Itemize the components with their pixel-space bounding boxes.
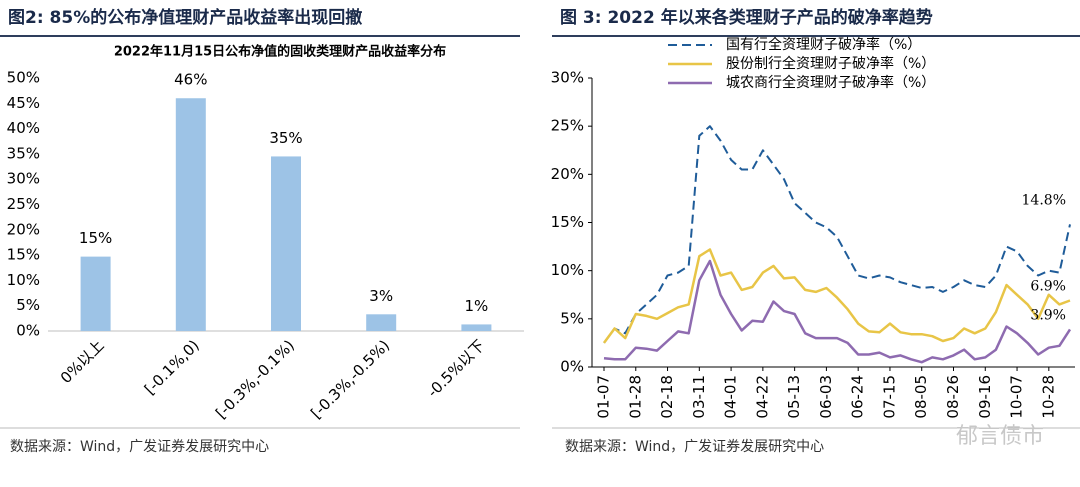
y-tick-label: 30% <box>7 170 40 188</box>
x-tick-label: 03-11 <box>690 375 708 419</box>
y-tick-label: 35% <box>7 144 40 162</box>
data-label: 3% <box>369 287 393 305</box>
legend-label: 城农商行全资理财子破净率（%） <box>726 74 935 91</box>
bar <box>366 314 397 331</box>
x-tick-label: 01-07 <box>595 375 613 419</box>
x-tick-label: 08-05 <box>912 375 930 419</box>
source: 数据来源：Wind，广发证券发展研究中心 <box>565 439 824 455</box>
x-tick-label: 09-16 <box>976 375 994 419</box>
y-tick-label: 40% <box>7 119 40 137</box>
y-tick-label: 10% <box>551 261 584 279</box>
x-tick-label: 10-28 <box>1039 375 1057 419</box>
x-tick-label: 10-07 <box>1008 375 1026 419</box>
bar <box>461 324 492 331</box>
y-tick-label: 0% <box>16 322 40 340</box>
data-label: 46% <box>174 71 207 89</box>
data-label: 6.9% <box>1030 279 1066 295</box>
data-label: 35% <box>269 129 302 147</box>
y-tick-label: 30% <box>551 69 584 87</box>
series-line <box>602 248 1071 344</box>
bar <box>271 156 301 331</box>
heading: 图 3: 2022 年以来各类理财子产品的破净率趋势 <box>560 7 933 28</box>
x-tick-label: 04-01 <box>722 375 740 419</box>
y-tick-label: 5% <box>16 296 40 314</box>
data-label: 15% <box>79 229 112 247</box>
x-tick-label: 06-24 <box>849 375 867 419</box>
y-tick-label: 15% <box>551 213 584 231</box>
y-tick-label: 15% <box>7 246 40 264</box>
data-label: 14.8% <box>1022 192 1066 208</box>
y-tick-label: 20% <box>551 165 584 183</box>
bar <box>175 98 206 332</box>
y-tick-label: 25% <box>551 117 584 135</box>
chart-title: 2022年11月15日公布净值的固收类理财产品收益率分布 <box>114 44 446 60</box>
y-tick-label: 0% <box>560 358 584 376</box>
heading: 图2: 85%的公布净值理财产品收益率出现回撤 <box>8 7 362 28</box>
y-tick-label: 10% <box>7 271 40 289</box>
watermark: 郁言债市 <box>956 424 1044 449</box>
x-tick-label: 01-28 <box>626 375 644 419</box>
data-label: 1% <box>465 297 489 315</box>
x-tick-label: 07-15 <box>880 375 898 419</box>
y-tick-label: 20% <box>7 220 40 238</box>
x-tick-label: 05-13 <box>785 375 803 419</box>
data-label: 3.9% <box>1030 307 1066 323</box>
y-tick-label: 25% <box>7 195 40 213</box>
legend-label: 国有行全资理财子破净率（%） <box>726 36 921 53</box>
legend-label: 股份制行全资理财子破净率（%） <box>726 55 935 72</box>
y-tick-label: 45% <box>7 94 40 112</box>
x-tick-label: 02-18 <box>658 375 676 419</box>
x-tick-label: 06-03 <box>817 375 835 419</box>
source: 数据来源：Wind，广发证券发展研究中心 <box>10 439 269 455</box>
x-tick-label: 04-22 <box>753 375 771 419</box>
x-tick-label: 08-26 <box>944 375 962 419</box>
series-line <box>603 259 1072 364</box>
y-tick-label: 5% <box>560 309 584 327</box>
series-line <box>603 125 1071 344</box>
y-tick-label: 50% <box>7 69 40 87</box>
bar <box>80 256 111 331</box>
